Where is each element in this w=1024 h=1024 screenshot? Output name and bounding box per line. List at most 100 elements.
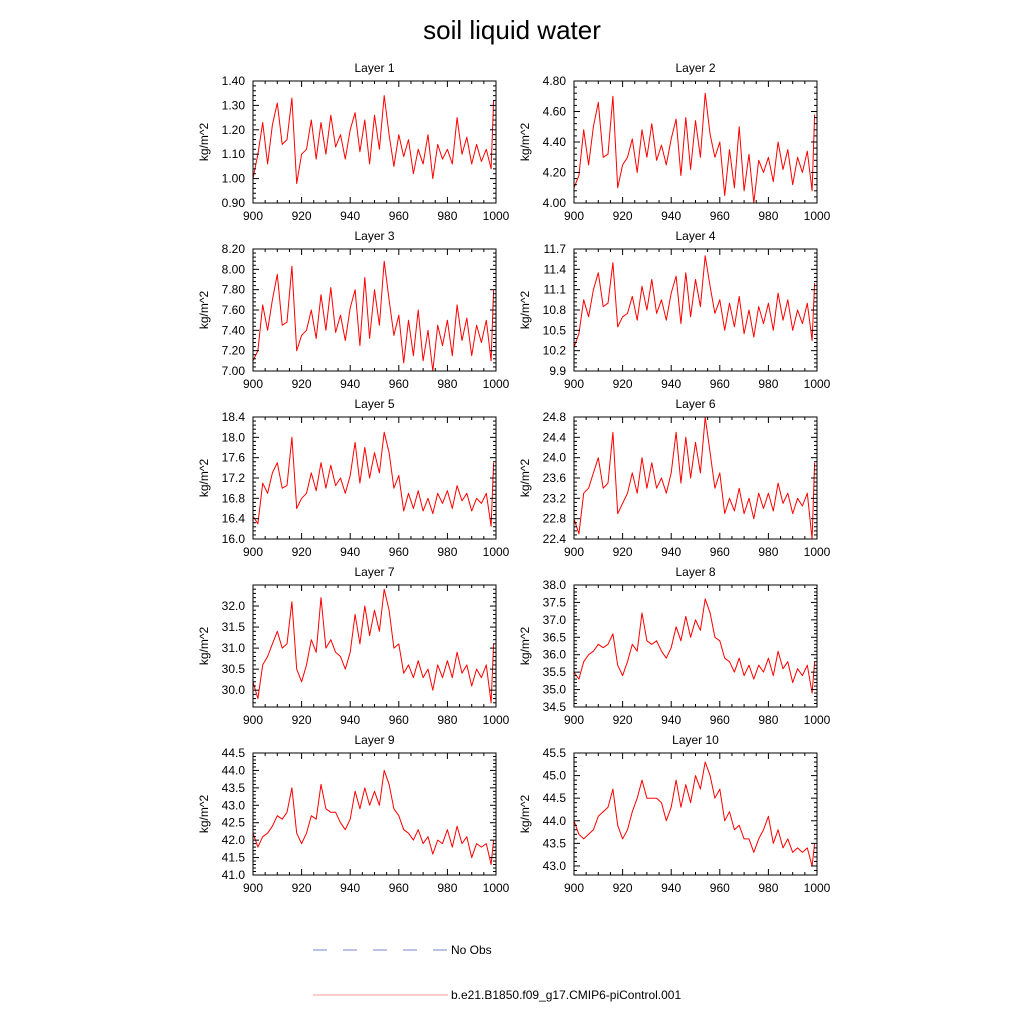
plot-frame xyxy=(573,584,818,708)
panel-title: Layer 7 xyxy=(354,565,394,579)
x-tick-label: 980 xyxy=(758,377,778,391)
panel-title: Layer 8 xyxy=(675,565,715,579)
panel-title: Layer 5 xyxy=(354,397,394,411)
y-tick-label: 30.0 xyxy=(222,683,246,697)
y-axis-label: kg/m^2 xyxy=(197,459,211,498)
y-tick-label: 1.30 xyxy=(222,98,246,112)
y-tick-label: 1.00 xyxy=(222,172,246,186)
plot-frame xyxy=(573,80,818,204)
y-tick-label: 24.0 xyxy=(543,451,567,465)
panel-layer-6: Layer 6 kg/m^2 900 920 940 960 980 1000 22.4 22.8… xyxy=(518,397,831,559)
x-tick-label: 980 xyxy=(758,545,778,559)
y-tick-label: 24.8 xyxy=(543,410,567,424)
x-tick-label: 960 xyxy=(389,209,409,223)
y-tick-label: 4.40 xyxy=(543,135,567,149)
x-tick-label: 900 xyxy=(564,209,584,223)
x-tick-label: 920 xyxy=(613,881,633,895)
plot-frame xyxy=(252,416,497,540)
x-tick-label: 960 xyxy=(389,713,409,727)
y-tick-label: 7.80 xyxy=(222,283,246,297)
y-axis-label: kg/m^2 xyxy=(197,627,211,666)
x-tick-label: 1000 xyxy=(804,881,831,895)
x-tick-label: 940 xyxy=(661,545,681,559)
x-tick-label: 900 xyxy=(243,881,263,895)
y-axis-label: kg/m^2 xyxy=(197,123,211,162)
y-tick-label: 34.5 xyxy=(543,700,567,714)
series-line-model xyxy=(573,92,816,204)
panel-grid: Layer 1 kg/m^2 900 920 940 960 980 1000 0.90 1.00… xyxy=(197,61,831,895)
plot-frame xyxy=(573,416,818,540)
x-tick-label: 980 xyxy=(758,881,778,895)
panel-title: Layer 10 xyxy=(672,733,719,747)
y-tick-label: 1.20 xyxy=(222,123,246,137)
plot-frame xyxy=(252,248,497,372)
x-tick-label: 920 xyxy=(292,209,312,223)
x-tick-label: 900 xyxy=(564,713,584,727)
x-tick-label: 940 xyxy=(661,209,681,223)
y-tick-label: 16.4 xyxy=(222,512,246,526)
x-tick-label: 900 xyxy=(243,377,263,391)
y-tick-label: 44.5 xyxy=(222,746,246,760)
y-tick-label: 1.10 xyxy=(222,147,246,161)
series-line-model xyxy=(573,255,816,348)
x-tick-label: 960 xyxy=(389,545,409,559)
panel-layer-1: Layer 1 kg/m^2 900 920 940 960 980 1000 0.90 1.00… xyxy=(197,61,510,223)
y-tick-label: 7.00 xyxy=(222,364,246,378)
y-axis-label: kg/m^2 xyxy=(518,627,532,666)
y-tick-label: 18.4 xyxy=(222,410,246,424)
y-axis-label: kg/m^2 xyxy=(518,795,532,834)
x-tick-label: 980 xyxy=(437,713,457,727)
x-tick-label: 900 xyxy=(564,545,584,559)
x-tick-label: 920 xyxy=(292,881,312,895)
plot-frame xyxy=(573,248,818,372)
x-tick-label: 940 xyxy=(661,881,681,895)
panel-title: Layer 6 xyxy=(675,397,715,411)
x-tick-label: 1000 xyxy=(483,713,510,727)
legend: No Obs b.e21.B1850.f09_g17.CMIP6-piContr… xyxy=(313,943,681,1002)
plot-frame xyxy=(252,584,497,708)
y-tick-label: 31.0 xyxy=(222,641,246,655)
x-tick-label: 980 xyxy=(437,881,457,895)
series-line-model xyxy=(573,598,816,694)
panel-title: Layer 2 xyxy=(675,61,715,75)
y-tick-label: 8.20 xyxy=(222,242,246,256)
y-tick-label: 17.6 xyxy=(222,451,246,465)
panel-layer-8: Layer 8 kg/m^2 900 920 940 960 980 1000 34.5 35.0… xyxy=(518,565,831,727)
x-tick-label: 900 xyxy=(243,209,263,223)
y-tick-label: 8.00 xyxy=(222,262,246,276)
y-tick-label: 7.40 xyxy=(222,323,246,337)
x-tick-label: 1000 xyxy=(483,545,510,559)
plot-frame xyxy=(573,752,818,876)
y-tick-label: 23.2 xyxy=(543,491,567,505)
series-line-model xyxy=(252,260,495,372)
y-tick-label: 41.0 xyxy=(222,868,246,882)
x-tick-label: 980 xyxy=(437,209,457,223)
y-tick-label: 16.0 xyxy=(222,532,246,546)
series-line-model xyxy=(252,431,495,527)
series-line-model xyxy=(252,769,495,865)
y-tick-label: 10.5 xyxy=(543,323,567,337)
y-tick-label: 36.5 xyxy=(543,630,567,644)
panel-layer-10: Layer 10 kg/m^2 900 920 940 960 980 1000 43.0 43.… xyxy=(518,733,831,895)
y-axis-label: kg/m^2 xyxy=(197,291,211,330)
x-tick-label: 1000 xyxy=(483,881,510,895)
series-line-model xyxy=(252,95,495,184)
x-tick-label: 1000 xyxy=(804,209,831,223)
x-tick-label: 1000 xyxy=(804,713,831,727)
series-line-model xyxy=(252,588,495,704)
y-tick-label: 10.8 xyxy=(543,303,567,317)
x-tick-label: 940 xyxy=(340,545,360,559)
y-tick-label: 37.0 xyxy=(543,613,567,627)
panel-layer-7: Layer 7 kg/m^2 900 920 940 960 980 1000 30.0 30.5… xyxy=(197,565,510,727)
x-tick-label: 1000 xyxy=(804,377,831,391)
y-tick-label: 11.1 xyxy=(544,283,567,297)
x-tick-label: 920 xyxy=(613,545,633,559)
x-tick-label: 900 xyxy=(243,713,263,727)
y-tick-label: 30.5 xyxy=(222,662,246,676)
x-tick-label: 980 xyxy=(758,713,778,727)
legend-model-label: b.e21.B1850.f09_g17.CMIP6-piControl.001 xyxy=(451,988,681,1002)
x-tick-label: 960 xyxy=(389,881,409,895)
x-tick-label: 940 xyxy=(340,209,360,223)
y-tick-label: 36.0 xyxy=(543,648,567,662)
